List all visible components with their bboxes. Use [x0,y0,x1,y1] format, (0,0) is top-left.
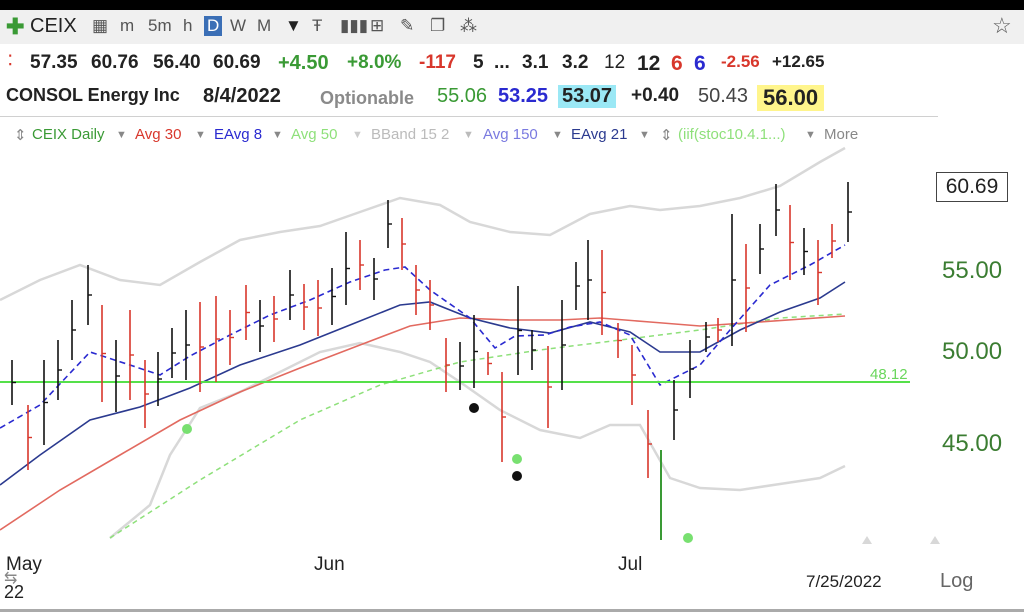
share-icon[interactable]: ⁂ [460,16,477,35]
star-icon[interactable]: ☆ [992,13,1012,38]
chevron-down-icon[interactable]: ▼ [463,129,474,141]
signal-dot [182,424,192,434]
indicator-legend: ⇕ CEIX Daily ▼ Avg 30 ▼ EAvg 8 ▼ Avg 50 … [0,126,880,146]
corner-label: 22 [4,582,25,602]
high: 60.76 [91,52,139,73]
tb-m[interactable]: m [120,16,135,35]
period-dropdown-icon[interactable]: ▼ [285,16,302,35]
close: 60.69 [213,52,261,73]
bband-lower [109,341,846,539]
chevron-down-icon[interactable]: ▼ [116,129,127,141]
signal-dot [469,403,479,413]
value-7: 6 [671,52,683,75]
optionable-label: Optionable [320,88,414,108]
scroll-left-icon[interactable]: ⇆ [4,570,18,587]
x-label-jul: Jul [618,554,643,575]
x-label-may: May [6,554,42,575]
x-label-jun: Jun [314,554,345,575]
chevron-down-icon[interactable]: ▼ [272,129,283,141]
bottom-border [0,609,1024,612]
chevron-down-icon[interactable]: ▼ [552,129,563,141]
quote-row: ⁚ 57.35 60.76 56.40 60.69 +4.50 +8.0% -1… [0,52,1024,76]
eavg21-line [0,281,846,486]
value-5: 12 [604,52,626,73]
text-tool-icon[interactable]: Ŧ [312,16,323,35]
ellipsis: ... [494,52,510,73]
chevron-down-icon[interactable]: ▼ [195,129,206,141]
avg30-line [0,315,846,531]
chart-type-icon[interactable]: ▦ [92,16,109,35]
info-value-6: 56.00 [757,85,825,111]
legend-avg30[interactable]: Avg 30 [135,126,182,143]
legend-symbol[interactable]: CEIX Daily [32,126,105,143]
drag-icon[interactable]: ⇕ [14,127,27,144]
legend-avg50[interactable]: Avg 50 [291,126,338,143]
y-tick-45: 45.00 [942,430,1003,457]
separator [0,116,938,117]
open: 57.35 [30,52,78,73]
value-8: 6 [694,52,706,75]
chevron-down-icon[interactable]: ▼ [639,129,650,141]
legend-iif[interactable]: (iif(stoc10.4.1...) [678,126,786,143]
symbol-input[interactable]: CEIX [30,15,77,37]
toolbar: ✚ CEIX ▦ m 5m h D W M ▼ Ŧ ▮▮▮ ⊞ ✎ ❐ ⁂ ☆ [0,10,1024,44]
info-value-5: 50.43 [698,85,749,107]
value-4: 3.2 [562,52,589,73]
bband-upper [0,146,846,302]
low: 56.40 [153,52,201,73]
tb-5m[interactable]: 5m [148,16,172,35]
scroll-up-icon-2[interactable] [930,536,940,544]
value-1: -117 [419,52,456,73]
value-10: +12.65 [772,52,825,71]
value-6: 12 [637,52,661,75]
chevron-down-icon[interactable]: ▼ [805,129,816,141]
dots-icon: ⁚ [8,52,13,68]
chevron-down-icon[interactable]: ▼ [352,129,363,141]
legend-avg150[interactable]: Avg 150 [483,126,538,143]
signal-dots [182,403,693,543]
add-icon[interactable]: ✚ [6,14,25,39]
legend-more[interactable]: More [824,126,859,143]
tb-h[interactable]: h [183,16,193,35]
title-strip [0,0,1024,10]
pencil-icon[interactable]: ✎ [400,16,415,35]
ohlc-bars [11,182,852,478]
grid-icon[interactable]: ⊞ [370,16,385,35]
legend-eavg21[interactable]: EAvg 21 [571,126,628,143]
info-value-1: 55.06 [437,85,488,107]
scroll-up-icon[interactable] [862,536,872,544]
signal-dot [683,533,693,543]
last-price-box: 60.69 [936,172,1008,202]
change: +4.50 [278,52,329,74]
tb-D[interactable]: D [204,16,223,36]
info-value-2: 53.25 [498,85,549,107]
y-tick-50: 50.00 [942,338,1003,365]
value-3: 3.1 [522,52,549,73]
legend-eavg8[interactable]: EAvg 8 [214,126,263,143]
price-level-label: 48.12 [870,366,908,383]
drag-icon[interactable]: ⇕ [660,127,673,144]
notes-icon[interactable]: ❐ [430,16,446,35]
value-2: 5 [473,52,484,73]
value-9: -2.56 [721,52,760,71]
legend-bband[interactable]: BBand 15 2 [371,126,450,143]
company-name: CONSOL Energy Inc [6,85,180,105]
tb-M[interactable]: M [257,16,272,35]
bar-chart-icon[interactable]: ▮▮▮ [340,16,369,35]
y-tick-55: 55.00 [942,257,1003,284]
tb-W[interactable]: W [230,16,247,35]
signal-dot [512,454,522,464]
chart-date: 7/25/2022 [806,572,882,591]
quote-date: 8/4/2022 [203,85,281,107]
info-value-4: +0.40 [631,85,680,106]
signal-dot [512,471,522,481]
avg50-line [109,313,846,539]
info-row: CONSOL Energy Inc 8/4/2022 Optionable 55… [0,85,1024,113]
change-pct: +8.0% [347,52,402,73]
info-value-3: 53.07 [558,85,617,108]
log-toggle[interactable]: Log [940,570,974,592]
